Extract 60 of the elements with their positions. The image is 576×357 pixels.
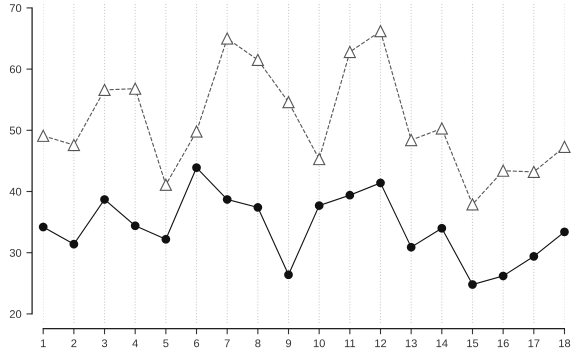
point [192, 163, 201, 172]
point [374, 25, 387, 38]
y-tick-label: 60 [10, 65, 22, 74]
x-tick-label: 5 [163, 339, 168, 348]
y-tick-label: 30 [10, 248, 22, 257]
x-tick-label: 8 [255, 339, 260, 348]
point [314, 201, 324, 210]
point [190, 125, 203, 138]
point [252, 54, 264, 66]
x-tick-label: 9 [286, 339, 292, 348]
point [221, 32, 234, 45]
y-tick-label: 20 [10, 310, 22, 318]
point [282, 96, 295, 108]
y-tick-label: 50 [10, 126, 22, 134]
point [466, 198, 479, 210]
point [405, 134, 418, 146]
point [69, 240, 78, 249]
point [161, 234, 170, 244]
point [436, 122, 448, 135]
point [498, 272, 508, 280]
x-tick-label: 2 [71, 339, 76, 348]
point [437, 224, 446, 233]
point [468, 280, 477, 289]
y-tick-label: 40 [10, 188, 22, 196]
x-tick-label: 13 [406, 339, 417, 348]
x-tick-label: 1 [40, 339, 46, 348]
point [376, 178, 385, 188]
x-tick-label: 4 [132, 339, 138, 348]
point [253, 203, 262, 212]
point [129, 82, 142, 95]
x-tick-label: 14 [436, 339, 448, 348]
point [98, 84, 111, 96]
point [497, 164, 510, 177]
point [558, 140, 571, 153]
point [100, 195, 109, 204]
x-tick-label: 11 [344, 339, 356, 348]
x-tick-label: 10 [314, 339, 325, 348]
x-tick-label: 15 [467, 339, 478, 348]
point [284, 270, 293, 280]
point [560, 228, 569, 236]
x-tick-label: 6 [194, 339, 200, 348]
point [222, 195, 232, 204]
point [160, 178, 172, 191]
point [528, 166, 540, 178]
point [68, 138, 80, 152]
point [130, 221, 140, 230]
x-tick-label: 17 [528, 339, 540, 348]
x-tick-label: 18 [559, 339, 570, 348]
point [529, 252, 538, 261]
point [406, 242, 416, 252]
point [38, 222, 48, 232]
point [345, 190, 354, 200]
x-tick-label: 3 [102, 339, 108, 348]
x-tick-label: 12 [375, 339, 386, 348]
x-tick-label: 7 [224, 339, 230, 348]
x-tick-label: 16 [498, 339, 509, 348]
y-tick-label: 70 [10, 4, 22, 12]
point [313, 152, 326, 166]
point [37, 130, 50, 142]
point [344, 46, 356, 58]
